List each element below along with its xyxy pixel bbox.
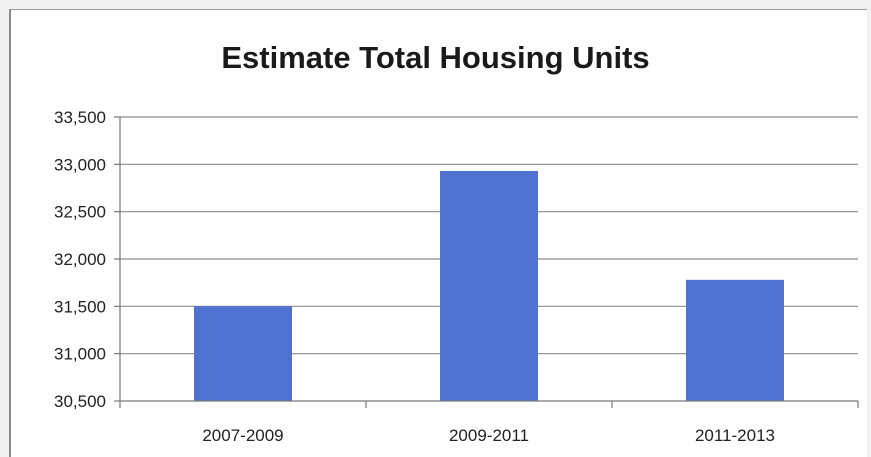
bar [194, 306, 292, 401]
y-tick-label: 31,000 [54, 345, 106, 364]
x-tick-label: 2009-2011 [449, 426, 529, 445]
x-tick-label: 2011-2013 [695, 426, 775, 445]
y-tick-label: 32,000 [54, 250, 106, 269]
bars [194, 170, 784, 401]
bar [686, 279, 784, 401]
y-tick-labels: 30,500 31,000 31,500 32,000 32,500 33,000 33,5… [54, 108, 106, 411]
axes [114, 116, 859, 408]
x-tick-labels: 2007-2009 2009-2011 2011-2013 [202, 426, 775, 445]
x-tick-label: 2007-2009 [202, 426, 283, 445]
y-tick-label: 33,500 [54, 108, 106, 127]
bar [440, 170, 538, 401]
chart-title: Estimate Total Housing Units [221, 40, 650, 75]
y-tick-label: 31,500 [54, 297, 106, 316]
y-tick-label: 30,500 [54, 392, 106, 411]
y-tick-label: 33,000 [54, 155, 106, 174]
y-tick-label: 32,500 [54, 203, 106, 222]
